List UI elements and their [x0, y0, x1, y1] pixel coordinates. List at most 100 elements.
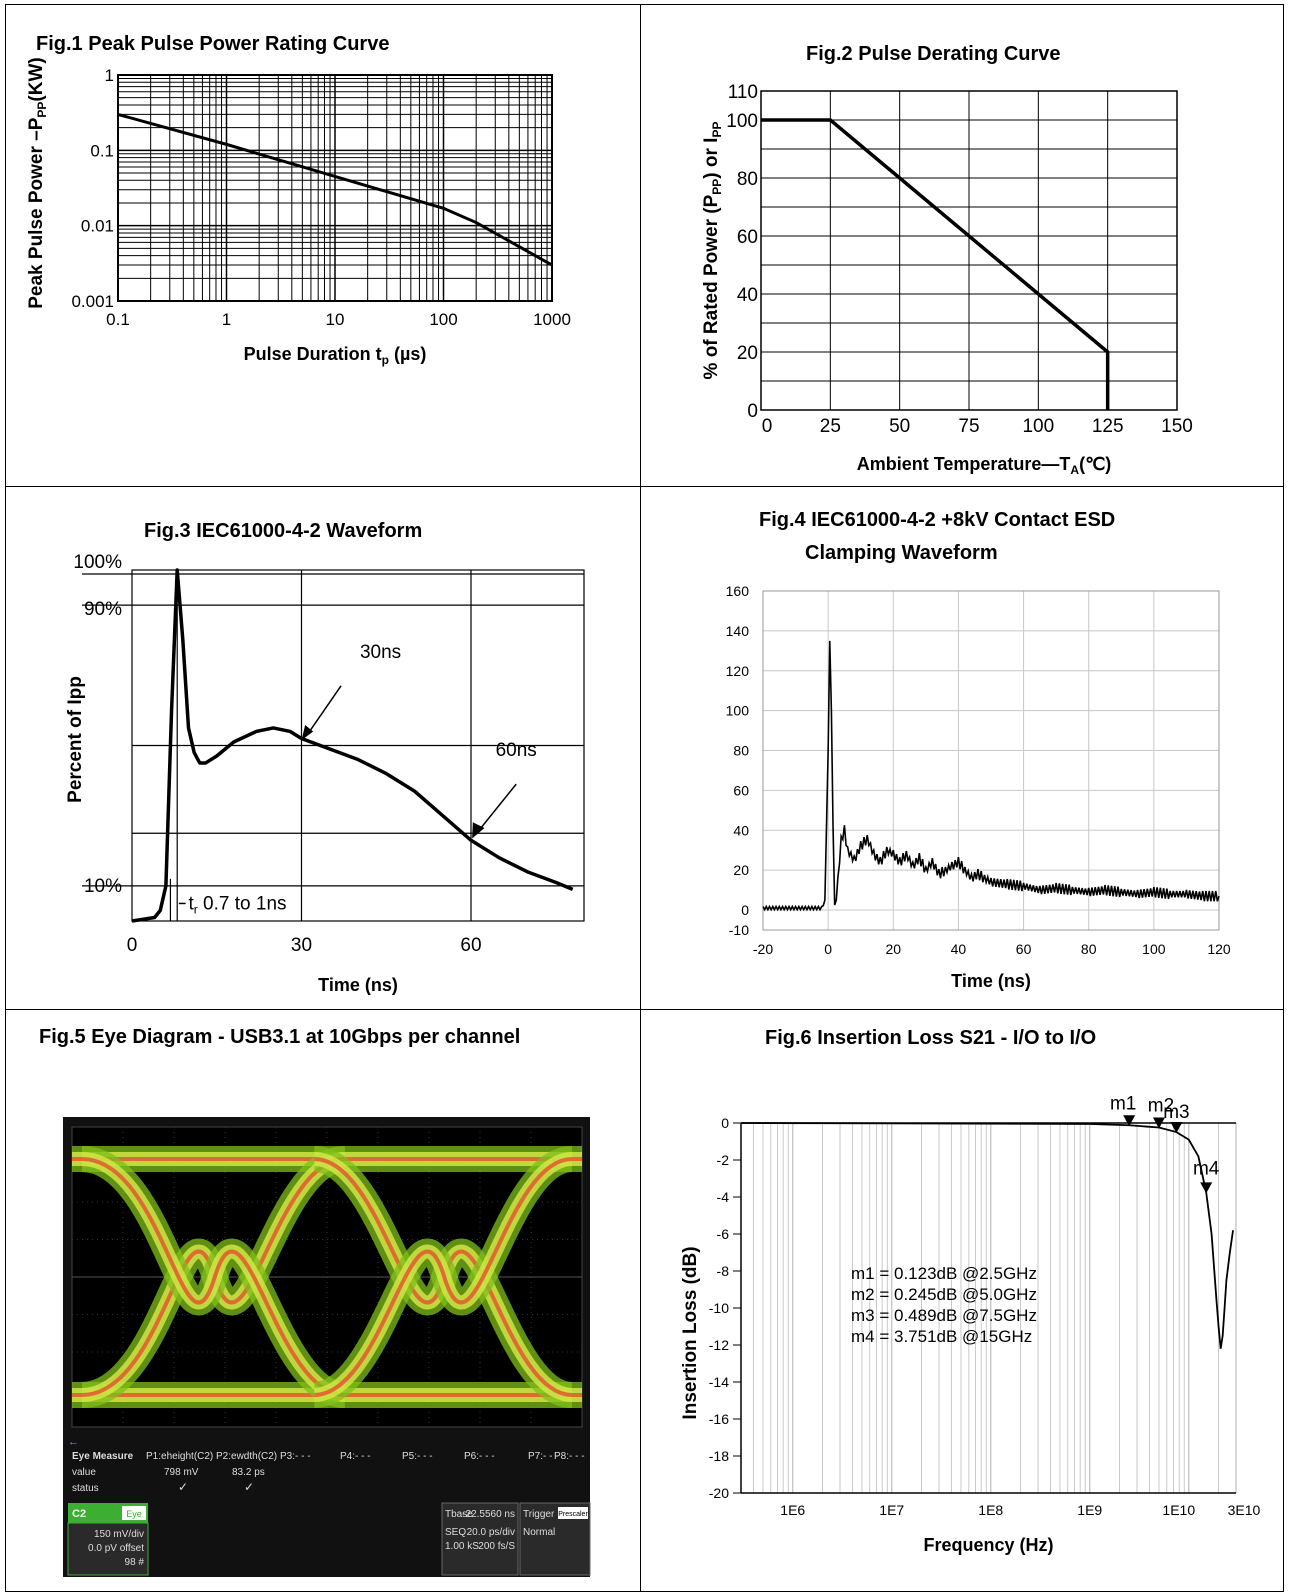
fig5-status-label: status: [72, 1483, 99, 1494]
fig6-ytick-label: -12: [709, 1337, 729, 1353]
fig6-ytick-label: -20: [709, 1485, 729, 1501]
fig3-arrow-60ns: [476, 783, 517, 834]
fig3-arrow-30ns: [306, 685, 342, 736]
fig4-ytick-label: 140: [726, 623, 750, 639]
fig2-xtick-label: 50: [889, 416, 910, 437]
fig4-panel: Fig.4 IEC61000-4-2 +8kV Contact ESD Clam…: [640, 486, 1284, 1010]
fig3-annotation-60ns: 60ns: [496, 740, 537, 761]
fig6-title: Fig.6 Insertion Loss S21 - I/O to I/O: [765, 1027, 1097, 1049]
fig5-p2-value: 83.2 ps: [232, 1467, 265, 1478]
fig5-channel-box: [67, 1522, 149, 1576]
fig1-ytick-label: 1: [105, 66, 114, 85]
fig5-channel-name: C2: [72, 1508, 86, 1520]
fig5-eye-rising-edge: [314, 1157, 573, 1397]
fig2-yaxis-label: % of Rated Power (PPP) or IPP: [701, 122, 724, 380]
fig2-panel: Fig.2 Pulse Derating Curve 0 25 50 75 100 125…: [640, 4, 1284, 487]
fig2-ytick-label: 0: [747, 401, 758, 422]
fig6-series-line: [1089, 1123, 1234, 1349]
fig4-ytick-label: 60: [733, 782, 749, 798]
fig6-ytick-label: -14: [709, 1374, 729, 1390]
fig2-xtick-label: 125: [1092, 416, 1124, 437]
fig5-channel-setting: 98 #: [125, 1557, 145, 1568]
fig4-ytick-label: 160: [726, 583, 750, 599]
fig5-channel-mode: Eye: [126, 1509, 142, 1519]
fig5-trigger-value: Normal: [523, 1527, 555, 1538]
fig1-xtick-label: 0.1: [106, 310, 130, 329]
fig3-ytick-label: 90%: [84, 599, 122, 620]
fig5-measure-header: Eye Measure: [72, 1451, 134, 1462]
fig5-trigger-mode-badge: [558, 1507, 588, 1519]
fig1-yaxis-label: Peak Pulse Power –PPP(KW): [26, 57, 49, 309]
fig5-status-mark: ✓: [178, 1480, 188, 1494]
fig5-channel-setting: 150 mV/div: [94, 1529, 144, 1540]
fig6-marker-label-m2: m2: [1148, 1096, 1174, 1117]
fig5-measure-header: P8:- - -: [554, 1451, 585, 1462]
fig6-marker-m4: [1200, 1182, 1213, 1194]
fig3-xtick-label: 30: [291, 935, 312, 956]
fig4-xtick-label: 60: [1016, 941, 1032, 957]
fig2-ytick-label: 100: [726, 111, 758, 132]
fig5-value-label: value: [72, 1467, 96, 1478]
fig5-measure-header: P2:ewdth(C2): [216, 1451, 277, 1462]
fig5-eye-diagram: ← Eye Measure P1:eheight(C2) P2:ewdth(C2) P3…: [63, 1117, 591, 1577]
fig1-xtick-label: 1: [222, 310, 231, 329]
fig6-marker-m3: [1170, 1122, 1183, 1134]
fig4-xtick-label: 40: [951, 941, 967, 957]
fig4-ytick-label: -10: [729, 922, 749, 938]
fig2-title: Fig.2 Pulse Derating Curve: [806, 43, 1061, 65]
fig5-tbase-label: Tbase: [445, 1509, 473, 1520]
fig6-ytick-label: -10: [709, 1300, 729, 1316]
fig5-ks-value: 200 fs/S: [478, 1541, 515, 1552]
fig1-panel: Fig.1 Peak Pulse Power Rating Curve 0.1 1…: [5, 4, 641, 487]
fig5-panel: Fig.5 Eye Diagram - USB3.1 at 10Gbps per…: [5, 1009, 641, 1592]
fig5-seq-value: 20.0 ps/div: [467, 1527, 515, 1538]
fig6-marker-label-m1: m1: [1110, 1093, 1136, 1114]
fig6-ytick-label: -16: [709, 1411, 729, 1427]
fig6-ytick-label: -2: [717, 1152, 730, 1168]
fig1-xtick-label: 1000: [533, 310, 571, 329]
fig4-ytick-label: 80: [733, 743, 749, 759]
fig2-chart: 0 25 50 75 100 125 150 0 20 40 60 80 100 110 Ambient T…: [701, 82, 1193, 477]
fig6-marker-m2: [1152, 1117, 1165, 1129]
fig5-seq-label: SEQ: [445, 1527, 466, 1538]
fig2-ytick-label: 60: [737, 227, 758, 248]
fig1-title: Fig.1 Peak Pulse Power Rating Curve: [36, 33, 390, 55]
fig6-ytick-label: 0: [721, 1115, 729, 1131]
fig6-xtick-label: 1E10: [1162, 1502, 1195, 1518]
fig1-xtick-label: 10: [326, 310, 345, 329]
fig2-ytick-label: 40: [737, 285, 758, 306]
fig3-yaxis-label: Percent of Ipp: [65, 676, 86, 803]
fig5-title: Fig.5 Eye Diagram - USB3.1 at 10Gbps per…: [39, 1026, 521, 1048]
fig4-xtick-label: -20: [753, 941, 773, 957]
fig3-ytick-label: 10%: [84, 876, 122, 897]
fig5-eye-falling-edge: [81, 1157, 345, 1397]
fig2-series-line: [761, 118, 1110, 410]
fig1-ytick-label: 0.001: [71, 292, 114, 311]
fig3-annotation-rise: tr 0.7 to 1ns: [189, 893, 287, 916]
fig5-measure-header: P7:- - -: [528, 1451, 559, 1462]
fig5-ks-label: 1.00 kS: [445, 1541, 479, 1552]
fig6-marker-readout-m2: m2 = 0.245dB @5.0GHz: [851, 1285, 1037, 1304]
fig2-plot-frame: [760, 90, 1178, 411]
fig4-ytick-label: 100: [726, 703, 750, 719]
fig3-xtick-label: 60: [460, 935, 481, 956]
fig6-panel: Fig.6 Insertion Loss S21 - I/O to I/O 0 -…: [640, 1009, 1284, 1592]
fig2-ytick-label: 20: [737, 343, 758, 364]
fig6-xtick-label: 1E6: [780, 1502, 805, 1518]
fig3-xaxis-label: Time (ns): [318, 975, 398, 995]
fig4-ytick-label: 40: [733, 822, 749, 838]
fig6-marker-readout-m3: m3 = 0.489dB @7.5GHz: [851, 1306, 1037, 1325]
fig2-xtick-label: 100: [1022, 416, 1054, 437]
fig6-marker-label-m4: m4: [1193, 1158, 1220, 1179]
fig6-marker-label-m3: m3: [1163, 1102, 1189, 1123]
fig1-plot-frame: [117, 74, 553, 302]
fig5-measure-header: P3:- - -: [280, 1451, 311, 1462]
fig4-xtick-label: 120: [1207, 941, 1231, 957]
fig4-title-line2: Clamping Waveform: [805, 542, 998, 564]
fig3-title: Fig.3 IEC61000-4-2 Waveform: [144, 520, 423, 542]
fig5-tbase-box: [441, 1502, 519, 1576]
fig5-tbase-value: -22.5560 ns: [462, 1509, 515, 1520]
fig3-arrowhead-60ns: [472, 822, 485, 839]
fig4-plot-frame: [762, 590, 1220, 931]
